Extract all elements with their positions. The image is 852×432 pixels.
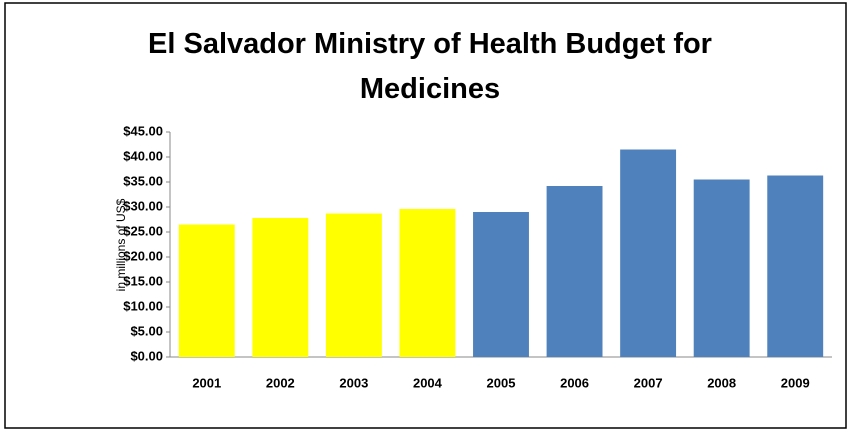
y-tick-label: $5.00 [130,323,163,338]
chart-title: El Salvador Ministry of Health Budget fo… [148,28,712,105]
y-tick-label: $20.00 [123,248,163,263]
y-tick-label: $15.00 [123,273,163,288]
y-tick-label: $40.00 [123,148,163,163]
bar [767,175,824,357]
y-tick-label: $35.00 [123,173,163,188]
y-axis-label: in millions of US$ [114,198,128,291]
bar [178,224,235,357]
bar [546,186,603,357]
x-tick-label: 2004 [413,375,443,390]
x-tick-label: 2002 [266,375,295,390]
bar [620,149,677,357]
y-tick-label: $30.00 [123,198,163,213]
x-tick-label: 2009 [781,375,810,390]
x-tick-label: 2005 [487,375,516,390]
x-tick-label: 2003 [339,375,368,390]
bar [399,209,456,357]
bar [325,213,382,357]
bar [252,218,309,357]
x-tick-label: 2007 [634,375,663,390]
x-tick-label: 2006 [560,375,589,390]
y-tick-label: $10.00 [123,298,163,313]
bar [693,179,750,357]
y-tick-label: $45.00 [123,123,163,138]
y-tick-label: $25.00 [123,223,163,238]
x-tick-label: 2001 [192,375,221,390]
x-tick-label: 2008 [707,375,736,390]
y-tick-label: $0.00 [130,348,163,363]
bar [473,212,529,357]
